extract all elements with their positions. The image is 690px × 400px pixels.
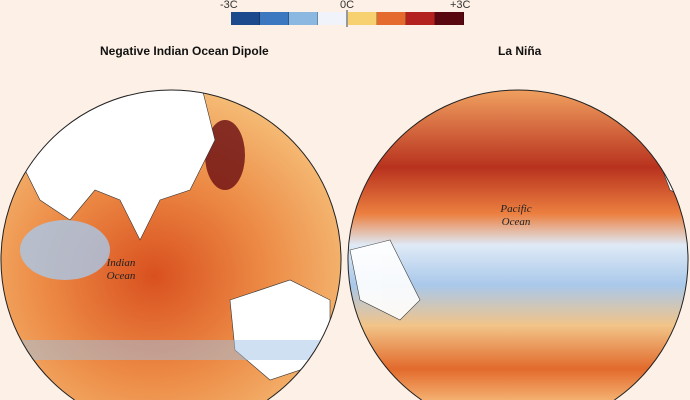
globe-indian-ocean xyxy=(1,89,341,400)
land-west xyxy=(349,239,421,321)
zero-marker xyxy=(346,10,348,27)
color-scale-segment xyxy=(260,12,290,25)
legend-mid-label: 0C xyxy=(340,0,355,11)
legend-max-label: +3C xyxy=(450,0,471,11)
legend-min-label: -3C xyxy=(220,0,238,11)
label-ocean-2: Ocean xyxy=(502,216,531,228)
label-indian: Indian xyxy=(106,257,136,269)
color-scale-segment xyxy=(289,12,319,25)
color-scale-segment xyxy=(231,12,261,25)
globe-outline-left xyxy=(0,89,342,400)
color-scale-bar xyxy=(231,12,464,25)
color-scale-segment xyxy=(405,12,435,25)
map-title-iod: Negative Indian Ocean Dipole xyxy=(100,44,269,58)
globe-pacific-ocean xyxy=(348,89,689,400)
globe-outline-right xyxy=(347,89,689,400)
label-pacific: Pacific xyxy=(499,203,531,215)
color-scale-segment xyxy=(434,12,464,25)
color-scale-segment xyxy=(347,12,377,25)
label-ocean: Ocean xyxy=(107,270,136,282)
color-scale-segment xyxy=(376,12,406,25)
map-title-la-nina: La Niña xyxy=(498,44,542,58)
